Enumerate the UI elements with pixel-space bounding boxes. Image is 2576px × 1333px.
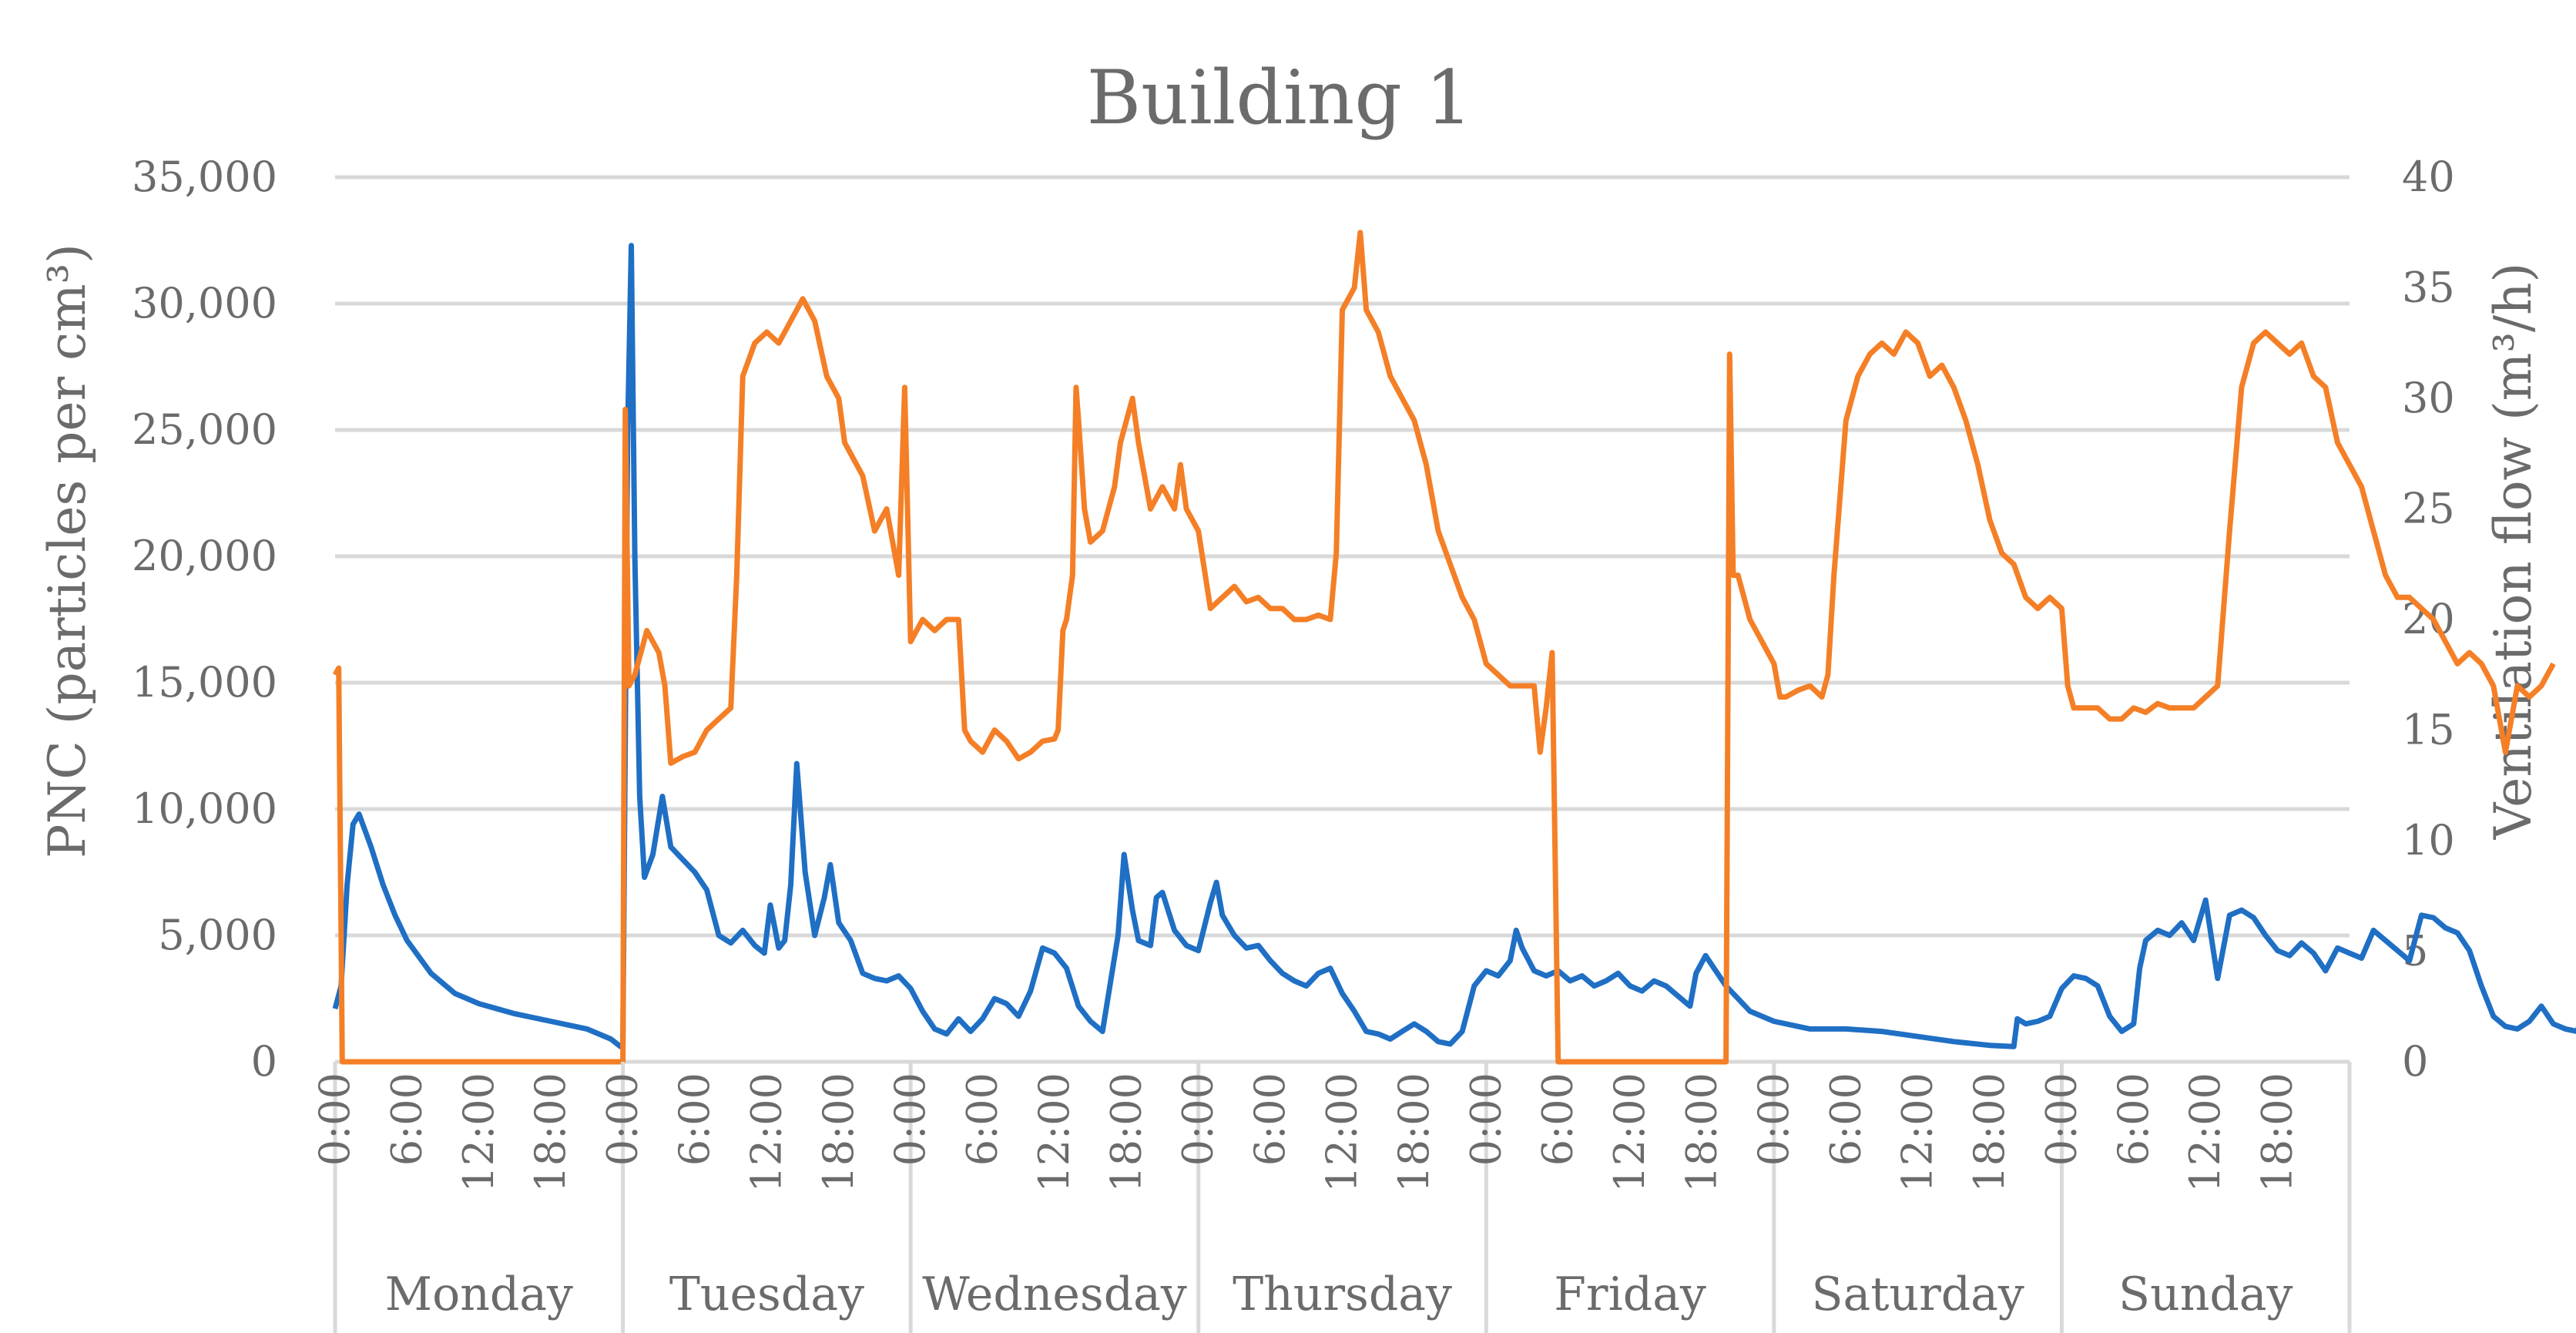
- time-tick-label: 12:00: [454, 1073, 503, 1193]
- chart-title: Building 1: [1087, 55, 1473, 141]
- day-label: Thursday: [1233, 1268, 1452, 1321]
- time-tick-label: 6:00: [1821, 1073, 1870, 1166]
- ventilation-flow-line: [332, 230, 2556, 1065]
- day-label: Monday: [385, 1268, 573, 1321]
- day-label: Friday: [1554, 1268, 1706, 1321]
- left-tick-label: 10,000: [132, 784, 277, 833]
- time-tick-label: 18:00: [526, 1073, 575, 1193]
- right-tick-label: 35: [2402, 264, 2455, 312]
- time-tick-label: 6:00: [382, 1073, 431, 1166]
- time-tick-label: 6:00: [1534, 1073, 1582, 1166]
- time-tick-label: 0:00: [886, 1073, 934, 1166]
- left-tick-label: 15,000: [132, 658, 277, 707]
- day-label: Tuesday: [669, 1268, 864, 1321]
- time-tick-label: 6:00: [958, 1073, 1007, 1166]
- time-tick-label: 0:00: [2037, 1073, 2085, 1166]
- x-axis: 0:00 6:00 12:00 18:00 Monday 0:00 6:00 12:00 18:…: [310, 1062, 2352, 1333]
- time-tick-label: 0:00: [1174, 1073, 1223, 1166]
- right-tick-label: 25: [2402, 485, 2455, 533]
- left-axis-title: PNC (particles per cm³): [38, 243, 97, 858]
- left-tick-label: 0: [251, 1037, 277, 1086]
- right-tick-label: 0: [2402, 1037, 2428, 1086]
- time-tick-label: 18:00: [1965, 1073, 2014, 1193]
- right-axis-title: Ventilation flow (m³/h): [2484, 263, 2543, 841]
- left-tick-label: 20,000: [132, 532, 277, 580]
- right-tick-label: 30: [2402, 374, 2455, 422]
- time-tick-label: 18:00: [2253, 1073, 2302, 1193]
- day-label: Saturday: [1811, 1268, 2024, 1321]
- time-tick-label: 12:00: [1893, 1073, 1942, 1193]
- gridlines: [335, 175, 2350, 1064]
- time-tick-label: 0:00: [599, 1073, 647, 1166]
- series-layer: [332, 230, 2576, 1065]
- time-tick-label: 18:00: [1102, 1073, 1150, 1193]
- time-tick-label: 6:00: [670, 1073, 719, 1166]
- left-axis-ticks: 0 5,000 10,000 15,000 20,000 25,000 30,000 35,0…: [132, 153, 277, 1086]
- day-label: Sunday: [2118, 1268, 2293, 1321]
- time-tick-label: 12:00: [2181, 1073, 2229, 1193]
- time-tick-label: 0:00: [1749, 1073, 1798, 1166]
- right-tick-label: 20: [2402, 595, 2455, 643]
- time-tick-label: 12:00: [1605, 1073, 1654, 1193]
- time-tick-label: 6:00: [2109, 1073, 2158, 1166]
- time-tick-label: 12:00: [1030, 1073, 1078, 1193]
- time-tick-label: 0:00: [1461, 1073, 1510, 1166]
- right-tick-label: 15: [2402, 706, 2455, 754]
- right-tick-label: 10: [2402, 816, 2455, 865]
- time-tick-label: 18:00: [814, 1073, 863, 1193]
- time-tick-label: 12:00: [1318, 1073, 1367, 1193]
- day-label: Wednesday: [922, 1268, 1187, 1321]
- right-tick-label: 40: [2402, 153, 2455, 201]
- time-tick-label: 12:00: [742, 1073, 790, 1193]
- left-tick-label: 25,000: [132, 405, 277, 454]
- left-tick-label: 5,000: [158, 911, 277, 959]
- pnc-line: [332, 243, 2576, 1049]
- time-tick-label: 18:00: [1678, 1073, 1726, 1193]
- time-tick-label: 18:00: [1390, 1073, 1438, 1193]
- time-tick-label: 0:00: [310, 1073, 359, 1166]
- left-tick-label: 30,000: [132, 279, 277, 327]
- left-tick-label: 35,000: [132, 153, 277, 201]
- time-tick-label: 6:00: [1246, 1073, 1294, 1166]
